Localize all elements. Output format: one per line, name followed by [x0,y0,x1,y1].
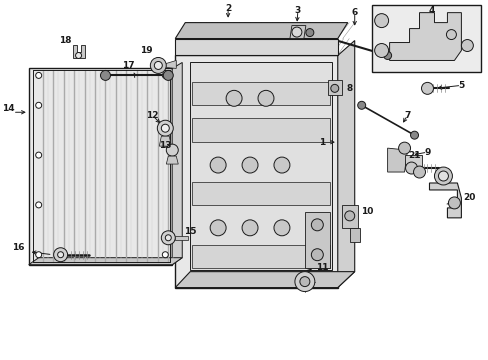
Circle shape [299,276,309,287]
Circle shape [305,28,313,37]
Circle shape [311,219,323,231]
Polygon shape [289,26,305,39]
Text: 21: 21 [407,150,420,159]
Circle shape [421,82,432,94]
Circle shape [101,71,110,80]
Polygon shape [166,156,178,164]
Circle shape [36,152,41,158]
Text: 5: 5 [457,81,464,90]
Polygon shape [175,39,337,55]
Text: 11: 11 [315,263,327,272]
Text: 16: 16 [13,243,25,252]
Circle shape [410,131,418,139]
Circle shape [210,157,225,173]
Circle shape [433,167,451,185]
Circle shape [374,14,388,28]
Circle shape [76,53,81,58]
Polygon shape [337,41,354,288]
Polygon shape [72,45,84,58]
Polygon shape [175,55,337,288]
Circle shape [161,231,175,245]
Polygon shape [29,258,182,265]
Circle shape [225,90,242,106]
Text: 15: 15 [183,227,196,236]
Text: 20: 20 [462,193,474,202]
Polygon shape [349,228,359,242]
Circle shape [273,157,289,173]
Text: 3: 3 [294,6,301,15]
Circle shape [150,58,166,73]
Polygon shape [428,183,461,218]
Polygon shape [175,23,347,39]
Circle shape [210,220,225,236]
Polygon shape [304,212,329,268]
Text: 10: 10 [361,207,373,216]
Circle shape [357,101,365,109]
Text: 14: 14 [2,104,15,113]
Circle shape [36,252,41,258]
Circle shape [383,51,391,59]
Circle shape [374,44,388,58]
Circle shape [154,62,162,69]
Polygon shape [159,136,171,146]
Circle shape [273,220,289,236]
Circle shape [398,142,410,154]
Circle shape [36,102,41,108]
Polygon shape [166,60,176,68]
Text: 12: 12 [146,111,158,120]
Circle shape [165,235,171,241]
Circle shape [438,171,447,181]
Circle shape [36,202,41,208]
Text: 17: 17 [122,61,135,70]
Polygon shape [389,13,461,60]
Circle shape [157,120,173,136]
Polygon shape [172,62,182,265]
Polygon shape [192,245,329,268]
Text: 6: 6 [351,8,357,17]
Circle shape [161,124,169,132]
Circle shape [242,220,258,236]
Circle shape [162,252,168,258]
Polygon shape [175,272,354,288]
Circle shape [461,40,472,51]
Circle shape [163,71,173,80]
Circle shape [166,144,178,156]
Text: 9: 9 [424,148,430,157]
Polygon shape [175,236,188,240]
Text: 18: 18 [59,36,72,45]
Text: 1: 1 [318,138,325,147]
Text: 2: 2 [224,4,231,13]
Circle shape [294,272,314,292]
Polygon shape [192,182,329,205]
Polygon shape [192,118,329,142]
Polygon shape [29,68,172,265]
Text: 19: 19 [140,46,152,55]
Polygon shape [404,155,421,168]
Circle shape [405,162,417,174]
Polygon shape [190,62,331,270]
Circle shape [258,90,273,106]
Circle shape [344,211,354,221]
Polygon shape [341,205,357,228]
Circle shape [58,252,63,258]
Circle shape [291,27,301,37]
Circle shape [330,84,338,92]
Circle shape [242,157,258,173]
Circle shape [413,166,425,178]
Bar [371,5,480,72]
Circle shape [311,249,323,261]
Text: 13: 13 [159,141,171,150]
Circle shape [446,30,455,40]
Polygon shape [387,148,407,172]
Circle shape [162,72,168,78]
Text: 4: 4 [427,6,434,15]
Circle shape [447,197,459,209]
Polygon shape [327,80,341,95]
Circle shape [54,248,67,262]
Circle shape [36,72,41,78]
Text: 7: 7 [404,111,410,120]
Polygon shape [192,82,329,105]
Text: 8: 8 [346,84,352,93]
